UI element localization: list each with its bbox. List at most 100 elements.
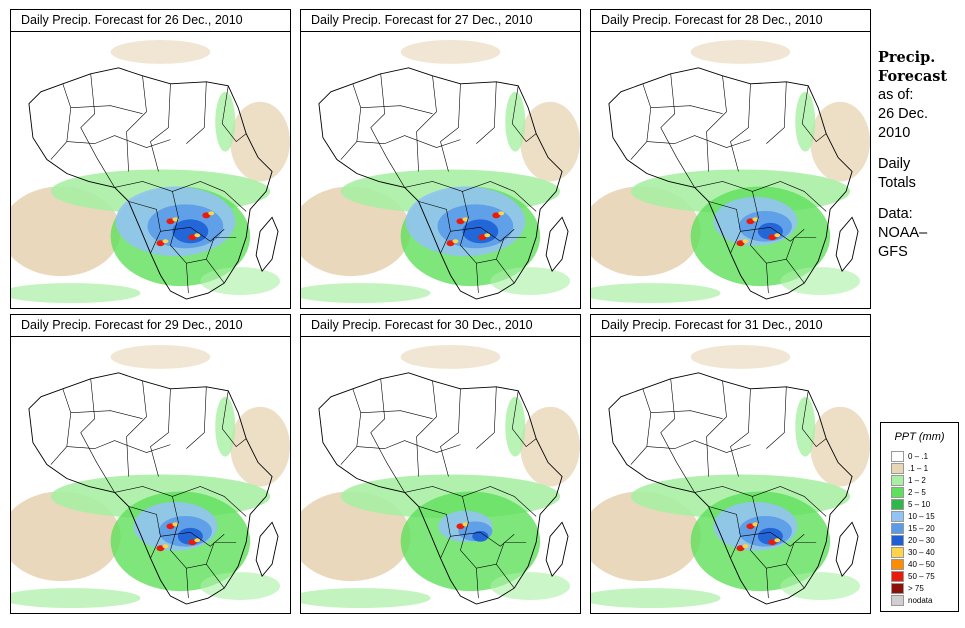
panel-title: Daily Precip. Forecast for 26 Dec., 2010 xyxy=(11,10,290,32)
africa-map xyxy=(11,39,290,304)
precip-area xyxy=(520,101,580,182)
legend-label: 10 – 15 xyxy=(908,512,935,521)
country-border xyxy=(370,378,405,493)
country-border xyxy=(750,496,805,589)
country-border xyxy=(511,85,537,143)
precip-area xyxy=(215,396,236,457)
legend-item: > 75 xyxy=(891,583,959,594)
precip-map xyxy=(11,32,290,308)
precip-area xyxy=(591,283,721,304)
country-border xyxy=(766,263,769,294)
precip-area xyxy=(162,239,169,244)
legend-label: > 75 xyxy=(908,584,924,593)
legend-label: 30 – 40 xyxy=(908,548,935,557)
country-border xyxy=(706,380,727,477)
precip-area xyxy=(200,267,281,296)
country-border xyxy=(418,201,451,254)
legend-swatch xyxy=(891,523,904,534)
country-border xyxy=(206,236,237,260)
precip-area xyxy=(736,240,745,247)
precip-area xyxy=(690,39,791,64)
precip-area xyxy=(456,523,465,530)
legend-swatch xyxy=(891,487,904,498)
legend-label: nodata xyxy=(908,596,933,605)
forecast-panel-27: Daily Precip. Forecast for 27 Dec., 2010 xyxy=(300,9,581,309)
precip-area xyxy=(156,240,165,247)
country-border xyxy=(340,83,362,160)
precip-map xyxy=(301,337,580,613)
country-border xyxy=(404,181,537,212)
coastline xyxy=(545,521,569,578)
forecast-panel-26: Daily Precip. Forecast for 26 Dec., 2010 xyxy=(10,9,291,309)
country-border xyxy=(128,506,161,559)
coastline xyxy=(255,521,279,578)
country-border xyxy=(450,531,515,547)
asof-line2: 26 Dec. xyxy=(878,106,928,122)
country-border xyxy=(496,541,527,565)
country-border xyxy=(476,386,497,449)
country-border xyxy=(440,83,461,172)
country-border xyxy=(221,85,247,143)
legend-label: 5 – 10 xyxy=(908,500,931,509)
precip-area xyxy=(215,91,236,152)
coastline xyxy=(545,216,569,273)
country-border xyxy=(476,568,479,599)
country-border xyxy=(646,440,751,453)
precip-area xyxy=(110,39,211,64)
precip-map xyxy=(591,337,870,613)
legend-item: nodata xyxy=(891,595,959,606)
country-border xyxy=(356,135,461,148)
legend-swatch xyxy=(891,511,904,522)
asof-line3: 2010 xyxy=(878,125,911,141)
country-border xyxy=(708,506,741,559)
country-border xyxy=(66,135,171,148)
country-border xyxy=(801,85,827,143)
country-border xyxy=(416,75,437,172)
country-border xyxy=(114,486,247,517)
precip-map xyxy=(11,337,290,613)
country-border xyxy=(80,73,115,188)
country-border xyxy=(740,531,805,547)
legend-item: 50 – 75 xyxy=(891,571,959,582)
country-border xyxy=(730,388,751,477)
africa-map xyxy=(301,344,580,609)
country-border xyxy=(150,388,171,477)
legend-item: 5 – 10 xyxy=(891,499,959,510)
precip-area xyxy=(690,344,791,369)
country-border xyxy=(128,201,161,254)
country-border xyxy=(66,440,171,453)
data-line1: Data: xyxy=(878,206,913,222)
country-border xyxy=(740,226,805,242)
country-border xyxy=(766,386,787,449)
africa-map xyxy=(11,344,290,609)
country-border xyxy=(80,378,115,493)
legend-item: 2 – 5 xyxy=(891,487,959,498)
asof-line1: as of: xyxy=(878,87,914,103)
precip-area xyxy=(795,396,816,457)
country-border xyxy=(186,81,207,144)
country-border xyxy=(170,496,225,589)
precip-area xyxy=(230,101,290,182)
legend-swatch xyxy=(891,499,904,510)
precip-area xyxy=(746,523,755,530)
country-border xyxy=(50,83,72,160)
precip-area xyxy=(172,219,209,244)
precip-area xyxy=(208,211,215,216)
country-border xyxy=(440,388,461,477)
precip-area xyxy=(490,267,571,296)
precip-area xyxy=(505,396,526,457)
precip-area xyxy=(188,234,197,241)
legend-swatch xyxy=(891,595,904,606)
panel-title: Daily Precip. Forecast for 31 Dec., 2010 xyxy=(591,315,870,337)
country-border xyxy=(476,263,479,294)
legend-item: 30 – 40 xyxy=(891,547,959,558)
country-border xyxy=(706,75,727,172)
precip-area xyxy=(478,234,487,241)
precip-area xyxy=(774,538,781,543)
panel-title: Daily Precip. Forecast for 30 Dec., 2010 xyxy=(301,315,580,337)
country-border xyxy=(694,486,827,517)
precip-area xyxy=(484,233,491,238)
precip-area xyxy=(400,344,501,369)
precip-area xyxy=(795,91,816,152)
precip-area xyxy=(202,212,211,219)
